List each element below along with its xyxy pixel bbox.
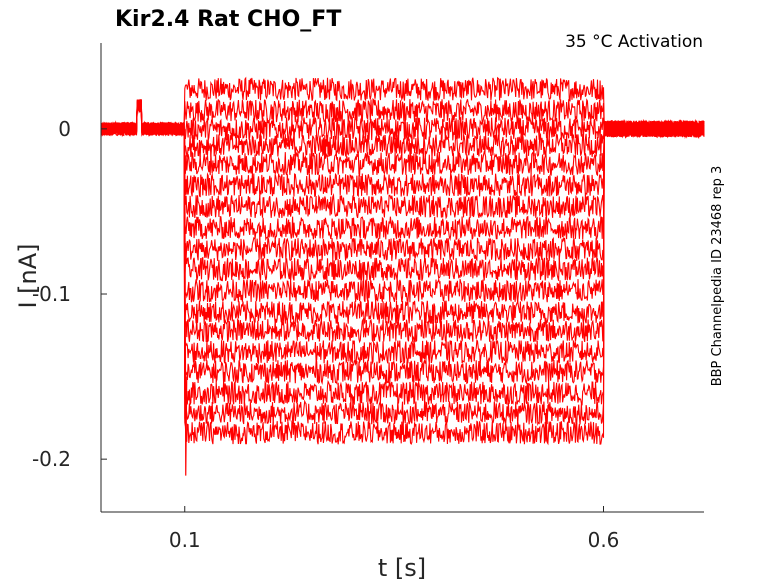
x-tick-label: 0.6 <box>588 528 620 552</box>
y-tick-label: -0.1 <box>32 282 71 306</box>
y-tick-label: -0.2 <box>32 447 71 471</box>
onset-transient <box>184 128 188 476</box>
ticks-group: 0 -0.1 -0.2 0.1 0.6 <box>32 117 619 552</box>
y-tick-label: 0 <box>58 117 71 141</box>
current-trace <box>100 102 705 446</box>
x-axis-label: t [s] <box>378 554 426 582</box>
traces-group <box>100 76 705 476</box>
current-trace <box>100 97 705 138</box>
condition-annotation: 35 °C Activation <box>565 32 703 52</box>
y-axis-label: I [nA] <box>14 243 42 308</box>
axes-group <box>100 43 704 513</box>
x-tick-label: 0.1 <box>169 528 201 552</box>
current-trace <box>100 76 705 139</box>
current-trace <box>100 99 705 143</box>
source-label: BBP Channelpedia ID 23468 rep 3 <box>710 166 725 387</box>
chart-title: Kir2.4 Rat CHO_FT <box>115 7 341 32</box>
